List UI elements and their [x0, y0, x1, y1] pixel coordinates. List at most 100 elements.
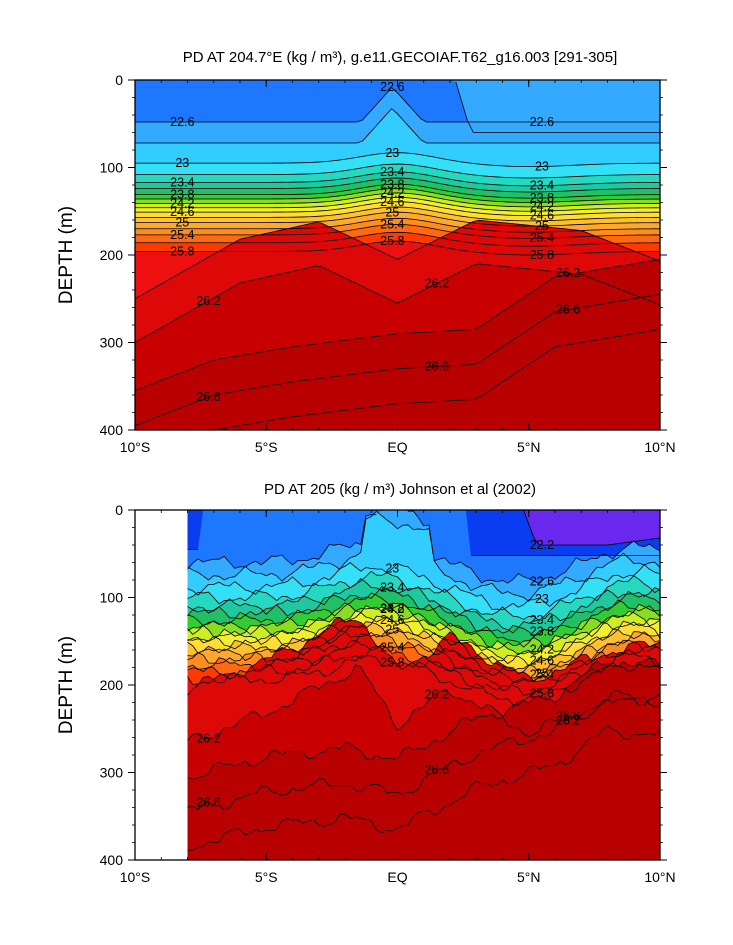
- contour-line: [187, 510, 660, 546]
- x-tick-label: 10°S: [120, 869, 151, 885]
- contour-line: [135, 219, 660, 300]
- contour-line: [135, 263, 660, 343]
- contour-label: 23.4: [530, 613, 554, 627]
- contour-label: 23.8: [380, 602, 404, 616]
- contour-line: [187, 657, 660, 780]
- contour-label: 23.4: [170, 175, 194, 189]
- y-tick-label: 400: [100, 422, 124, 438]
- contour-label: 24.6: [170, 205, 194, 219]
- contour-label: 25.8: [530, 248, 554, 262]
- contour-line: [135, 201, 660, 217]
- panel-model: PD AT 204.7°E (kg / m³), g.e11.GECOIAF.T…: [56, 49, 676, 455]
- contour-label: 26.6: [425, 360, 449, 374]
- contour-line: [187, 605, 660, 656]
- contour-label: 24.6: [380, 195, 404, 209]
- contour-line: [135, 328, 660, 430]
- contour-line: [187, 645, 660, 696]
- contour-label: 26.6: [556, 709, 580, 723]
- panel-model-fill: [135, 80, 660, 430]
- contour-label: 24.2: [170, 196, 194, 210]
- contour-line: [135, 87, 660, 123]
- contour-line: [187, 621, 660, 675]
- contour-line: [187, 510, 660, 585]
- panel-model-title: PD AT 204.7°E (kg / m³), g.e11.GECOIAF.T…: [183, 49, 618, 66]
- contour-label: 25.8: [380, 234, 404, 248]
- contour-label: 23.4: [380, 581, 404, 595]
- contour-line: [135, 231, 660, 247]
- contour-label: 23: [385, 146, 399, 160]
- contour-line: [187, 570, 660, 622]
- contour-label: 25.4: [530, 231, 554, 245]
- panel-observed: PD AT 205 (kg / m³) Johnson et al (2002)…: [56, 481, 676, 885]
- x-tick-label: 10°N: [644, 439, 675, 455]
- y-tick-label: 100: [100, 590, 124, 606]
- contour-line: [135, 196, 660, 212]
- y-tick-label: 200: [100, 677, 124, 693]
- contour-line: [135, 188, 660, 203]
- x-tick-label: 5°N: [517, 869, 541, 885]
- contour-band: [187, 725, 660, 860]
- contour-line: [455, 81, 660, 133]
- y-tick-label: 100: [100, 160, 124, 176]
- contour-label: 24.2: [530, 200, 554, 214]
- contour-line: [135, 108, 660, 144]
- contour-label: 25: [535, 219, 549, 233]
- contour-line: [187, 592, 660, 648]
- contour-label: 24.6: [380, 613, 404, 627]
- contour-line: [135, 240, 660, 256]
- contour-label: 23: [535, 592, 549, 606]
- contour-line: [135, 183, 660, 199]
- contour-line: [187, 633, 660, 683]
- contour-label: 26.2: [196, 731, 220, 745]
- x-tick-label: 5°S: [255, 439, 278, 455]
- contour-label: 22.6: [380, 80, 404, 94]
- contour-line: [187, 690, 660, 811]
- contour-line: [187, 602, 660, 650]
- panel-observed-ylabel: DEPTH (m): [56, 636, 77, 734]
- contour-label: 23.4: [380, 165, 404, 179]
- y-tick-label: 200: [100, 247, 124, 263]
- contour-line: [135, 217, 660, 233]
- contour-line: [187, 655, 660, 706]
- contour-label: 26.6: [196, 390, 220, 404]
- contour-label: 23: [535, 160, 549, 174]
- contour-line: [135, 163, 660, 179]
- contour-label: 22.6: [530, 575, 554, 589]
- contour-label: 22.6: [170, 115, 194, 129]
- contour-line: [135, 293, 660, 427]
- contour-label: 26.2: [196, 294, 220, 308]
- contour-line: [187, 562, 660, 611]
- panel-model-contour-labels: 22.622.622.623232323.423.423.423.823.823…: [170, 80, 580, 404]
- y-tick-label: 0: [115, 502, 123, 518]
- contour-line: [135, 177, 660, 193]
- contour-label: 24.2: [380, 602, 404, 616]
- contour-line: [187, 610, 660, 665]
- contour-label: 25.8: [380, 656, 404, 670]
- contour-label: 24.2: [530, 643, 554, 657]
- contour-line: [187, 510, 660, 602]
- panel-model-ylabel: DEPTH (m): [56, 206, 77, 304]
- contour-band: [135, 329, 660, 430]
- contour-label: 23.4: [530, 179, 554, 193]
- contour-line: [135, 192, 660, 208]
- contour-line: [187, 548, 660, 556]
- contour-line: [187, 626, 660, 676]
- contour-label: 26.6: [425, 763, 449, 777]
- contour-label: 25.4: [530, 668, 554, 682]
- contour-label: 23.8: [530, 191, 554, 205]
- contour-line: [135, 258, 660, 391]
- contour-label: 24.6: [530, 654, 554, 668]
- contour-label: 22.6: [530, 115, 554, 129]
- contour-line: [187, 585, 660, 637]
- panel-model-contours: [135, 81, 660, 430]
- contour-label: 23.8: [380, 177, 404, 191]
- panel-observed-fill: [187, 510, 660, 860]
- contour-label: 23: [385, 562, 399, 576]
- contour-label: 26.6: [196, 795, 220, 809]
- x-tick-label: 10°S: [120, 439, 151, 455]
- contour-label: 23: [175, 156, 189, 170]
- contour-line: [135, 171, 660, 187]
- contour-line: [135, 211, 660, 227]
- contour-label: 24.6: [530, 209, 554, 223]
